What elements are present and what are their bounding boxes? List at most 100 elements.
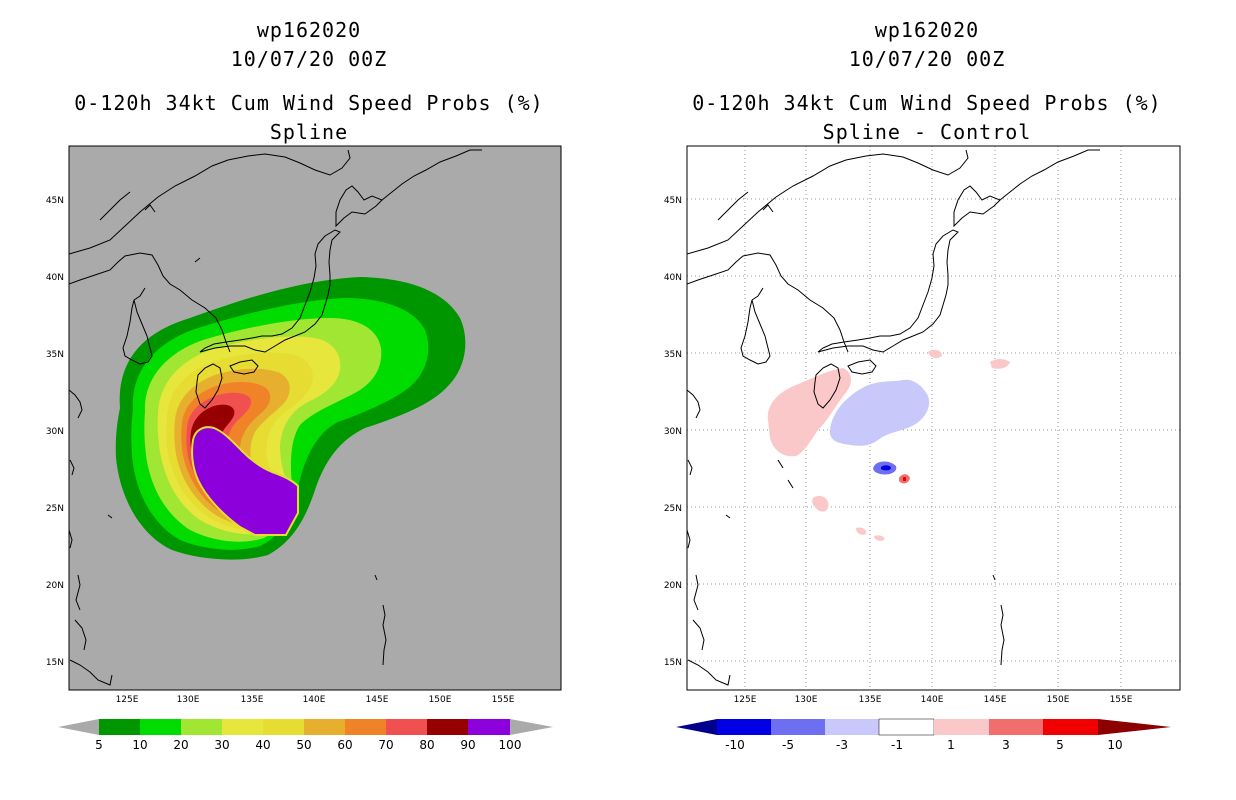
x-tick-130E: 130E (795, 695, 818, 705)
y-axis-ticks: 15N 20N 25N 30N 35N 40N 45N (664, 196, 682, 668)
colorbar-label: -3 (836, 738, 848, 752)
y-tick-35N: 35N (46, 350, 64, 360)
colorbar-high-arrow (1098, 719, 1171, 735)
y-tick-25N: 25N (46, 504, 64, 514)
coastlines (69, 149, 482, 686)
panel-subtitle: Spline - Control (822, 120, 1032, 144)
colorbar-label: 40 (255, 738, 270, 752)
product-title: 0-120h 34kt Cum Wind Speed Probs (%) (692, 91, 1162, 115)
difference-panel: wp162020 10/07/20 00Z 0-120h 34kt Cum Wi… (618, 0, 1236, 800)
y-tick-40N: 40N (46, 273, 64, 283)
colorbar-swatch (345, 719, 386, 735)
colorbar-swatch (427, 719, 468, 735)
colorbar-label: 10 (1107, 738, 1122, 752)
colorbar-swatch (222, 719, 263, 735)
x-tick-140E: 140E (921, 695, 944, 705)
x-tick-145E: 145E (366, 695, 389, 705)
positive-anomaly-south (812, 495, 829, 512)
colorbar-swatch (263, 719, 304, 735)
y-tick-25N: 25N (664, 504, 682, 514)
colorbar-swatch (468, 719, 510, 735)
x-tick-125E: 125E (734, 695, 757, 705)
colorbar-label: -10 (725, 738, 745, 752)
anomaly-areas (767, 349, 1010, 541)
positive-anomaly-north (928, 349, 942, 359)
colorbar-label: 5 (1056, 738, 1064, 752)
colorbar-label: 80 (419, 738, 434, 752)
map-background (687, 146, 1180, 690)
probability-contours (115, 277, 466, 560)
colorbar-label: -1 (891, 738, 903, 752)
colorbar-label: 10 (132, 738, 147, 752)
x-tick-140E: 140E (303, 695, 326, 705)
colorbar-label: 5 (95, 738, 103, 752)
y-tick-30N: 30N (664, 427, 682, 437)
x-axis-ticks: 125E 130E 135E 140E 145E 150E 155E (116, 695, 515, 705)
colorbar-label: 100 (499, 738, 522, 752)
y-tick-30N: 30N (46, 427, 64, 437)
colorbar-swatch (825, 719, 879, 735)
colorbar: 5 10 20 30 40 50 60 70 80 90 100 (58, 719, 553, 752)
storm-id: wp162020 (256, 18, 362, 42)
colorbar: -10 -5 -3 -1 1 3 5 10 (676, 718, 1171, 752)
colorbar-low-arrow (676, 719, 717, 735)
colorbar-label: 1 (947, 738, 955, 752)
colorbar-low-arrow (58, 719, 99, 735)
storm-id: wp162020 (874, 18, 980, 42)
x-tick-135E: 135E (241, 695, 264, 705)
colorbar-label: 90 (460, 738, 475, 752)
spline-panel: wp162020 10/07/20 00Z 0-120h 34kt Cum Wi… (46, 18, 562, 752)
colorbar-swatch (934, 719, 989, 735)
negative-anomaly-south-honshu (829, 379, 930, 446)
datetime: 10/07/20 00Z (848, 47, 1006, 71)
colorbar-label: 20 (173, 738, 188, 752)
colorbar-swatch (304, 719, 345, 735)
colorbar-swatch (99, 719, 140, 735)
difference-map: 125E 130E 135E 140E 145E 150E 155E 15N 2… (664, 145, 1181, 752)
y-tick-35N: 35N (664, 350, 682, 360)
x-tick-150E: 150E (429, 695, 452, 705)
positive-anomaly-east (990, 359, 1010, 369)
colorbar-swatch (1043, 719, 1098, 735)
x-tick-125E: 125E (116, 695, 139, 705)
colorbar-high-arrow (510, 719, 553, 735)
y-axis-ticks: 15N 20N 25N 30N 35N 40N 45N (46, 196, 64, 668)
positive-anomaly-south-3 (874, 535, 885, 541)
x-tick-155E: 155E (492, 695, 515, 705)
colorbar-label: 3 (1002, 738, 1010, 752)
colorbar-label: -5 (782, 738, 794, 752)
colorbar-swatch (771, 719, 825, 735)
positive-anomaly-south-2 (856, 527, 867, 535)
colorbar-label: 70 (378, 738, 393, 752)
negative-anomaly-core (881, 465, 891, 471)
colorbar-swatch (386, 719, 427, 735)
colorbar-label: 50 (296, 738, 311, 752)
x-tick-130E: 130E (177, 695, 200, 705)
colorbar-swatch (140, 719, 181, 735)
y-tick-45N: 45N (46, 196, 64, 206)
colorbar-label: 60 (337, 738, 352, 752)
x-tick-135E: 135E (859, 695, 882, 705)
colorbar-swatch (181, 719, 222, 735)
colorbar-label: 30 (214, 738, 229, 752)
y-tick-15N: 15N (46, 658, 64, 668)
y-tick-20N: 20N (46, 581, 64, 591)
datetime: 10/07/20 00Z (230, 47, 388, 71)
panel-subtitle: Spline (269, 120, 349, 144)
contour-90 (191, 426, 299, 536)
y-tick-40N: 40N (664, 273, 682, 283)
x-tick-145E: 145E (984, 695, 1007, 705)
colorbar-swatch (878, 718, 935, 736)
product-title: 0-120h 34kt Cum Wind Speed Probs (%) (74, 91, 544, 115)
positive-anomaly-west (767, 368, 852, 457)
x-axis-ticks: 125E 130E 135E 140E 145E 150E 155E (734, 695, 1133, 705)
positive-anomaly-core (903, 477, 906, 481)
x-tick-150E: 150E (1047, 695, 1070, 705)
y-tick-15N: 15N (664, 658, 682, 668)
x-tick-155E: 155E (1110, 695, 1133, 705)
spline-map: 125E 130E 135E 140E 145E 150E 155E 15N 2… (46, 145, 562, 752)
coastlines (687, 149, 1100, 686)
colorbar-swatch (717, 719, 771, 735)
y-tick-45N: 45N (664, 196, 682, 206)
y-tick-20N: 20N (664, 581, 682, 591)
